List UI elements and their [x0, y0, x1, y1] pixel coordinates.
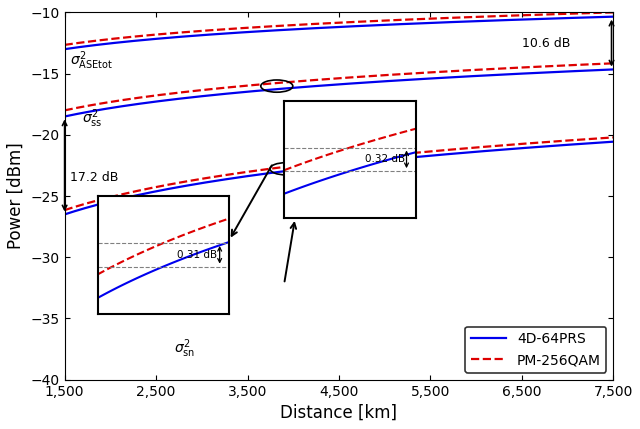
PM-256QAM	[499, 13, 506, 18]
4D-64PRS	[489, 18, 497, 23]
4D-64PRS	[283, 27, 291, 32]
Text: $\sigma^2_{\mathrm{ss}}$: $\sigma^2_{\mathrm{ss}}$	[82, 107, 102, 130]
PM-256QAM	[609, 10, 617, 15]
X-axis label: Distance [km]: Distance [km]	[280, 404, 397, 422]
PM-256QAM	[438, 15, 445, 21]
4D-64PRS	[303, 26, 310, 31]
Text: $\sigma^2_{\mathrm{ASEtot}}$: $\sigma^2_{\mathrm{ASEtot}}$	[70, 49, 113, 72]
PM-256QAM	[303, 22, 310, 27]
4D-64PRS	[499, 18, 506, 23]
4D-64PRS	[61, 47, 68, 52]
4D-64PRS	[609, 14, 617, 19]
PM-256QAM	[283, 23, 291, 28]
PM-256QAM	[117, 35, 125, 40]
Text: 17.2 dB: 17.2 dB	[70, 171, 118, 184]
4D-64PRS	[117, 39, 125, 45]
Text: 10.6 dB: 10.6 dB	[522, 36, 570, 50]
Legend: 4D-64PRS, PM-256QAM: 4D-64PRS, PM-256QAM	[465, 326, 607, 373]
Line: 4D-64PRS: 4D-64PRS	[65, 17, 613, 49]
Text: $\sigma^2_{\mathrm{sn}}$: $\sigma^2_{\mathrm{sn}}$	[174, 337, 196, 360]
PM-256QAM	[61, 42, 68, 48]
4D-64PRS	[438, 20, 445, 25]
Line: PM-256QAM: PM-256QAM	[65, 12, 613, 45]
PM-256QAM	[489, 14, 497, 19]
Y-axis label: Power [dBm]: Power [dBm]	[7, 143, 25, 249]
